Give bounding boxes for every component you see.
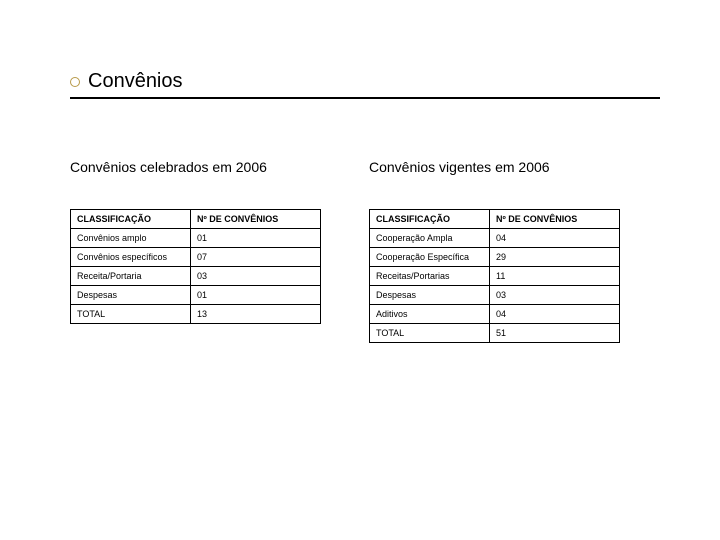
table-row: Despesas 03 — [370, 286, 620, 305]
right-cell: 51 — [490, 324, 620, 343]
table-row: Despesas 01 — [71, 286, 321, 305]
table-row: Cooperação Ampla 04 — [370, 229, 620, 248]
right-cell: Receitas/Portarias — [370, 267, 490, 286]
right-header-0: CLASSIFICAÇÃO — [370, 210, 490, 229]
right-cell: Cooperação Específica — [370, 248, 490, 267]
left-column: Convênios celebrados em 2006 CLASSIFICAÇ… — [70, 159, 321, 343]
left-cell: 13 — [191, 305, 321, 324]
left-header-0: CLASSIFICAÇÃO — [71, 210, 191, 229]
right-cell: Despesas — [370, 286, 490, 305]
page-title: Convênios — [88, 70, 183, 93]
table-row: Receita/Portaria 03 — [71, 267, 321, 286]
right-header-1: Nº DE CONVÊNIOS — [490, 210, 620, 229]
left-header-1: Nº DE CONVÊNIOS — [191, 210, 321, 229]
table-row: Aditivos 04 — [370, 305, 620, 324]
right-cell: Cooperação Ampla — [370, 229, 490, 248]
table-header-row: CLASSIFICAÇÃO Nº DE CONVÊNIOS — [71, 210, 321, 229]
table-row: TOTAL 13 — [71, 305, 321, 324]
columns: Convênios celebrados em 2006 CLASSIFICAÇ… — [70, 159, 660, 343]
left-cell: Convênios específicos — [71, 248, 191, 267]
right-cell: 04 — [490, 305, 620, 324]
right-section-title: Convênios vigentes em 2006 — [369, 159, 620, 175]
left-cell: 01 — [191, 286, 321, 305]
left-cell: Despesas — [71, 286, 191, 305]
table-row: Convênios amplo 01 — [71, 229, 321, 248]
left-cell: Convênios amplo — [71, 229, 191, 248]
bullet-icon — [70, 77, 80, 87]
left-section-title: Convênios celebrados em 2006 — [70, 159, 321, 175]
right-cell: 04 — [490, 229, 620, 248]
right-cell: Aditivos — [370, 305, 490, 324]
title-divider — [70, 97, 660, 99]
right-cell: 11 — [490, 267, 620, 286]
left-cell: 03 — [191, 267, 321, 286]
right-cell: TOTAL — [370, 324, 490, 343]
table-row: Convênios específicos 07 — [71, 248, 321, 267]
left-cell: Receita/Portaria — [71, 267, 191, 286]
right-cell: 03 — [490, 286, 620, 305]
table-header-row: CLASSIFICAÇÃO Nº DE CONVÊNIOS — [370, 210, 620, 229]
left-cell: TOTAL — [71, 305, 191, 324]
table-row: TOTAL 51 — [370, 324, 620, 343]
left-cell: 07 — [191, 248, 321, 267]
table-row: Cooperação Específica 29 — [370, 248, 620, 267]
right-cell: 29 — [490, 248, 620, 267]
table-row: Receitas/Portarias 11 — [370, 267, 620, 286]
right-table: CLASSIFICAÇÃO Nº DE CONVÊNIOS Cooperação… — [369, 209, 620, 343]
right-column: Convênios vigentes em 2006 CLASSIFICAÇÃO… — [369, 159, 620, 343]
left-cell: 01 — [191, 229, 321, 248]
left-table: CLASSIFICAÇÃO Nº DE CONVÊNIOS Convênios … — [70, 209, 321, 324]
